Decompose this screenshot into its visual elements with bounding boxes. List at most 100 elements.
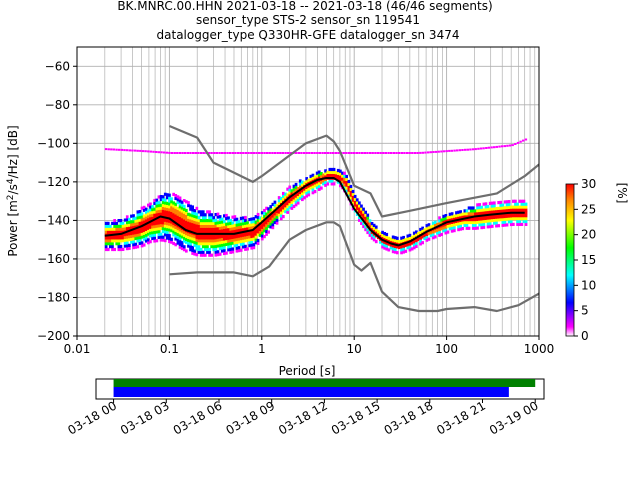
density-cell <box>495 207 498 211</box>
density-cell <box>157 235 161 239</box>
density-cell <box>469 212 473 216</box>
density-cell <box>163 233 167 237</box>
density-cell <box>438 222 441 226</box>
density-cell <box>275 209 279 214</box>
density-cell <box>153 225 156 229</box>
density-cell <box>214 250 218 254</box>
timeline-tick-label: 03-18 15 <box>329 398 383 437</box>
density-cell <box>227 219 230 223</box>
density-cell <box>132 225 135 229</box>
density-cell <box>248 235 251 239</box>
density-cell <box>239 239 243 244</box>
density-cell <box>174 196 178 201</box>
density-cell <box>174 234 178 238</box>
density-cell <box>471 226 475 230</box>
density-cell <box>187 215 190 219</box>
density-cell <box>113 224 116 228</box>
density-cell <box>136 239 140 243</box>
density-cell <box>377 230 380 234</box>
density-cell <box>128 223 131 227</box>
density-cell <box>182 207 186 211</box>
density-cell <box>136 227 140 231</box>
density-cell <box>218 235 222 239</box>
density-cell <box>144 219 148 223</box>
density-cell <box>227 227 230 232</box>
density-cell <box>168 211 171 215</box>
density-cell <box>442 220 446 224</box>
density-cell <box>383 232 386 236</box>
outlier-cell <box>342 152 345 154</box>
density-cell <box>201 219 205 223</box>
density-cell <box>484 211 488 215</box>
density-cell <box>288 191 292 195</box>
outlier-cell <box>363 152 366 154</box>
density-cell <box>330 173 334 177</box>
density-cell <box>265 229 268 233</box>
density-cell <box>149 240 152 244</box>
density-cell <box>294 203 298 207</box>
density-cell <box>366 230 370 235</box>
density-cell <box>427 237 431 241</box>
density-cell <box>381 239 384 243</box>
outlier-cell <box>218 152 221 154</box>
density-cell <box>501 215 505 219</box>
density-cell <box>488 201 492 205</box>
density-cell <box>250 217 254 221</box>
density-cell <box>125 244 129 248</box>
outlier-cell <box>397 152 401 154</box>
density-cell <box>239 225 243 229</box>
density-cell <box>178 237 182 241</box>
density-cell <box>121 230 125 234</box>
density-cell <box>364 228 367 232</box>
density-cell <box>412 246 416 250</box>
density-cell <box>225 239 228 244</box>
density-cell <box>134 245 138 249</box>
density-cell <box>408 233 412 237</box>
density-cell <box>123 224 127 228</box>
density-cell <box>317 176 321 180</box>
density-cell <box>242 225 245 229</box>
density-cell <box>172 233 175 237</box>
density-cell <box>157 206 161 211</box>
density-cell <box>166 193 169 197</box>
density-cell <box>125 221 129 225</box>
density-cell <box>132 234 135 238</box>
density-cell <box>172 230 175 234</box>
density-cell <box>284 207 287 211</box>
outlier-cell <box>408 152 411 154</box>
density-cell <box>168 202 171 206</box>
density-cell <box>296 201 300 205</box>
density-cell <box>151 236 154 241</box>
density-cell <box>524 217 528 221</box>
density-cell <box>459 216 462 220</box>
density-cell <box>277 210 281 214</box>
density-cell <box>185 237 188 241</box>
density-cell <box>440 232 443 237</box>
density-cell <box>155 218 159 222</box>
density-cell <box>134 219 138 223</box>
density-cell <box>250 240 254 244</box>
density-cell <box>524 222 528 226</box>
chart-title-line-1: BK.MNRC.00.HHN 2021-03-18 -- 2021-03-18 … <box>117 0 492 13</box>
density-cell <box>263 211 266 215</box>
chart-title-line-2: sensor_type STS-2 sensor_sn 119541 <box>196 13 420 27</box>
outlier-cell <box>442 150 446 153</box>
density-cell <box>332 173 336 177</box>
density-cell <box>339 178 342 182</box>
outlier-cell <box>355 152 359 154</box>
density-cell <box>189 242 192 246</box>
outlier-cell <box>244 152 248 154</box>
density-cell <box>242 239 245 243</box>
density-cell <box>159 232 163 236</box>
density-cell <box>248 241 251 245</box>
density-cell <box>383 243 386 247</box>
outlier-cell <box>495 145 498 148</box>
density-cell <box>324 177 327 182</box>
density-cell <box>182 239 186 243</box>
density-cell <box>385 232 389 237</box>
density-cell <box>206 210 209 214</box>
density-cell <box>244 218 247 222</box>
outlier-cell <box>149 150 153 153</box>
density-cell <box>256 218 260 222</box>
density-cell <box>142 205 146 209</box>
